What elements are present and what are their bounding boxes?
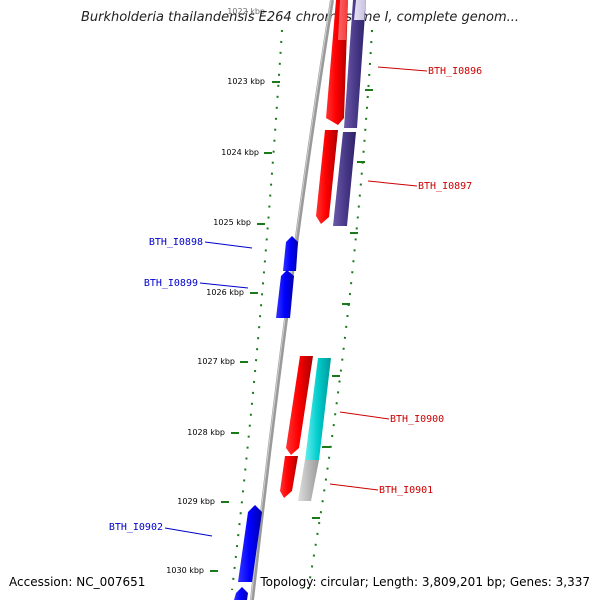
- feature-track-purple-1: [344, 0, 366, 128]
- gene-next-partial: [234, 587, 248, 600]
- tick-label-1025: 1025 kbp: [213, 218, 251, 227]
- gene-bth-i0897[interactable]: [316, 130, 338, 224]
- leader-bth-i0896: [377, 66, 428, 72]
- tick-label-1028: 1028 kbp: [187, 428, 225, 437]
- label-bth-i0898[interactable]: BTH_I0898: [149, 237, 203, 248]
- feature-track-grey: [298, 460, 319, 501]
- tick-label-1026: 1026 kbp: [206, 288, 244, 297]
- scale-ring-inner: [231, 29, 283, 591]
- tick-label-1024: 1024 kbp: [221, 148, 259, 157]
- label-bth-i0901[interactable]: BTH_I0901: [379, 485, 433, 496]
- tick-label-1030: 1030 kbp: [166, 566, 204, 575]
- accession-text: Accession: NC_007651: [9, 575, 146, 589]
- feature-track-purple-2: [333, 132, 356, 226]
- tick-label-1023: 1023 kbp: [227, 77, 265, 86]
- label-bth-i0899[interactable]: BTH_I0899: [144, 278, 198, 289]
- tick-label-1027: 1027 kbp: [197, 357, 235, 366]
- gene-bth-i0900[interactable]: [286, 356, 313, 455]
- label-bth-i0896[interactable]: BTH_I0896: [428, 66, 482, 77]
- tick-label-1029: 1029 kbp: [177, 497, 215, 506]
- tick-label-1022: 1022 kbp: [227, 7, 265, 16]
- gene-bth-i0899[interactable]: [276, 270, 294, 318]
- inner-ticks: [210, 81, 280, 572]
- feature-track-cyan: [305, 358, 331, 460]
- outer-ticks: [312, 89, 373, 519]
- gene-bth-i0901[interactable]: [280, 456, 298, 498]
- leader-bth-i0902: [164, 527, 213, 537]
- gene-bth-i0896-highlight: [338, 0, 348, 40]
- label-bth-i0897[interactable]: BTH_I0897: [418, 181, 472, 192]
- map-title: Burkholderia thailandensis E264 chromoso…: [80, 10, 520, 25]
- topology-summary: Topology: circular; Length: 3,809,201 bp…: [260, 575, 590, 589]
- leader-bth-i0898: [204, 241, 253, 249]
- label-bth-i0902[interactable]: BTH_I0902: [109, 522, 163, 533]
- chromosome-backbone: [250, 0, 334, 600]
- feature-track-purple-1-highlight: [354, 0, 366, 20]
- leader-bth-i0900: [339, 411, 390, 420]
- leader-bth-i0899: [199, 282, 249, 289]
- label-bth-i0900[interactable]: BTH_I0900: [390, 414, 444, 425]
- gene-bth-i0902[interactable]: [238, 505, 262, 582]
- leader-bth-i0901: [329, 483, 379, 491]
- gene-bth-i0898[interactable]: [283, 236, 298, 271]
- leader-bth-i0897: [367, 180, 418, 187]
